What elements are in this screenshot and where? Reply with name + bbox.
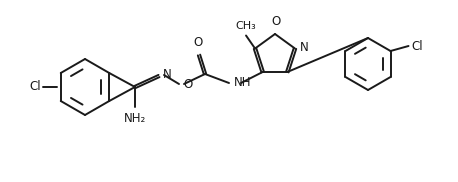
Text: N: N <box>163 68 172 80</box>
Text: NH₂: NH₂ <box>124 112 146 125</box>
Text: O: O <box>183 78 192 90</box>
Text: CH₃: CH₃ <box>236 21 256 31</box>
Text: O: O <box>272 15 281 28</box>
Text: O: O <box>193 36 202 49</box>
Text: N: N <box>300 41 309 54</box>
Text: Cl: Cl <box>412 39 423 52</box>
Text: NH: NH <box>234 76 251 90</box>
Text: Cl: Cl <box>29 80 41 94</box>
